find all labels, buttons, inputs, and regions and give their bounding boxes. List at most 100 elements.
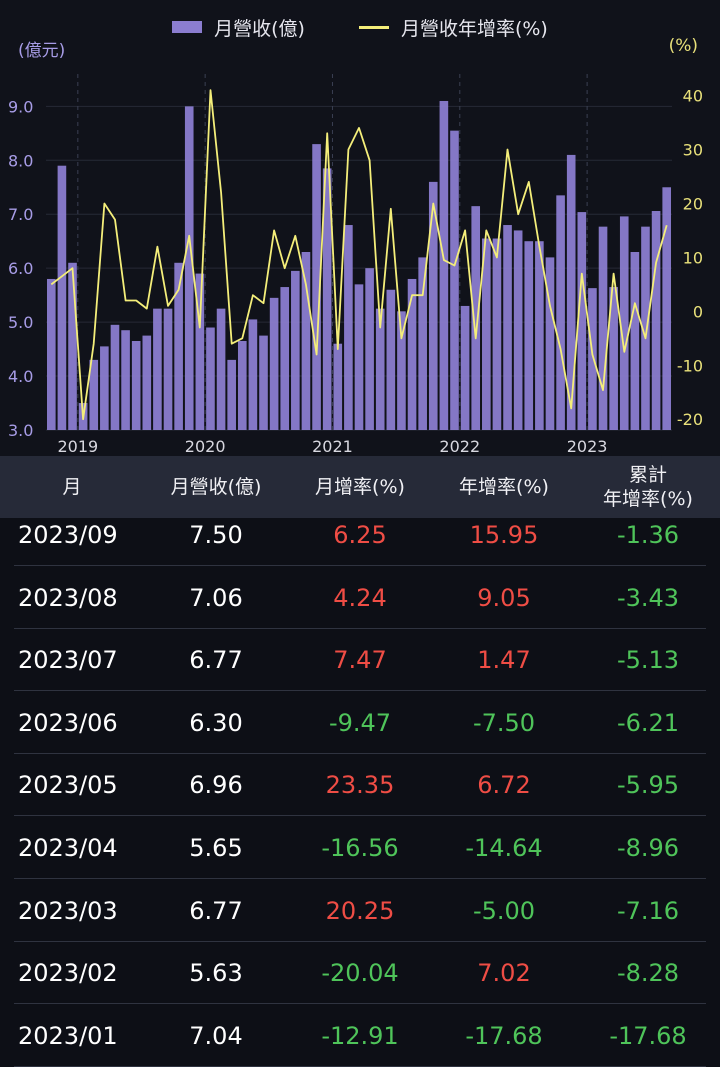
cell-month: 2023/03 [18, 896, 118, 925]
cell-mom: 6.25 [333, 521, 387, 549]
table-row[interactable]: 2023/02 5.63 -20.04 7.02 -8.28 [0, 942, 720, 1005]
x-tick-label: 2021 [312, 437, 353, 456]
cell-revenue: 6.96 [189, 771, 243, 800]
revenue-bar [609, 287, 618, 430]
cell-month: 2023/09 [18, 521, 118, 549]
y-left-tick-label: 9.0 [8, 97, 33, 116]
y-right-tick-label: 10 [683, 248, 703, 267]
row-divider [14, 752, 706, 754]
cell-revenue: 7.06 [189, 583, 243, 612]
table-row[interactable]: 2023/01 7.04 -12.91 -17.68 -17.68 [0, 1005, 720, 1067]
header-mom[interactable]: 月增率(%) [315, 476, 405, 498]
revenue-bar [662, 187, 671, 430]
x-tick-label: 2020 [185, 437, 226, 456]
cell-cumulative: -5.13 [616, 646, 680, 675]
revenue-bar [174, 262, 183, 430]
header-yoy[interactable]: 年增率(%) [459, 476, 549, 498]
legend-revenue[interactable]: 月營收(億) [172, 14, 305, 41]
revenue-bar [269, 297, 279, 430]
revenue-bar [619, 216, 629, 430]
row-divider [14, 1003, 706, 1005]
revenue-bar [237, 341, 247, 430]
revenue-bar [131, 341, 141, 430]
table-row[interactable]: 2023/05 6.96 23.35 6.72 -5.95 [0, 754, 720, 817]
legend-growth[interactable]: 月營收年增率(%) [358, 14, 548, 41]
cell-cumulative: -8.96 [616, 834, 680, 862]
revenue-bar [184, 106, 194, 430]
revenue-bar [407, 278, 417, 430]
header-cumulative[interactable]: 累計 年增率(%) [576, 463, 720, 511]
table-row[interactable]: 2023/09 7.50 6.25 15.95 -1.36 [0, 504, 720, 566]
y-right-tick-label: 20 [683, 194, 703, 213]
header-cumulative-line2: 年增率(%) [603, 488, 693, 510]
row-divider [14, 690, 706, 692]
revenue-bar [598, 226, 608, 430]
left-axis-unit: (億元) [18, 41, 66, 61]
revenue-bar [227, 359, 236, 430]
revenue-bar [588, 288, 597, 430]
chart-legend: 月營收(億) 月營收年增率(%) [0, 14, 720, 40]
cell-yoy: 6.72 [477, 771, 531, 800]
revenue-bar [57, 165, 67, 431]
cell-yoy: -7.50 [472, 708, 536, 737]
y-left-tick-label: 3.0 [8, 421, 33, 440]
cell-mom: -12.91 [321, 1021, 399, 1050]
cell-revenue: 6.30 [189, 708, 243, 737]
cell-yoy: 9.05 [477, 583, 531, 612]
cell-yoy: 7.02 [477, 959, 531, 988]
cell-cumulative: -1.36 [616, 521, 680, 549]
revenue-bar [291, 270, 300, 430]
x-tick-label: 2019 [57, 437, 98, 456]
y-left-tick-label: 8.0 [8, 151, 33, 170]
revenue-bar [641, 226, 650, 430]
revenue-bar [439, 100, 449, 430]
revenue-bar [566, 154, 576, 430]
revenue-bar [428, 181, 438, 430]
cell-month: 2023/08 [18, 583, 118, 612]
revenue-bar [482, 238, 491, 430]
revenue-bar [450, 130, 459, 431]
legend-growth-label: 月營收年增率(%) [400, 17, 548, 40]
y-left-tick-label: 7.0 [8, 205, 33, 224]
revenue-bar [386, 289, 396, 430]
cell-cumulative: -5.95 [616, 771, 680, 800]
revenue-bar [365, 268, 374, 430]
revenue-bar [418, 257, 427, 430]
revenue-chart: 3.0 4.0 5.0 6.0 7.0 8.0 9.0 -20 -10 0 10 20 30 40 2019… [0, 0, 720, 456]
cell-revenue: 6.77 [189, 896, 243, 925]
table-row[interactable]: 2023/07 6.77 7.47 1.47 -5.13 [0, 629, 720, 692]
table-row[interactable]: 2023/04 5.65 -16.56 -14.64 -8.96 [0, 817, 720, 879]
revenue-bar [110, 324, 120, 430]
revenue-bar [301, 252, 311, 430]
revenue-bar [259, 335, 268, 430]
header-cumulative-line1: 累計 [628, 464, 667, 486]
cell-yoy: -17.68 [465, 1021, 543, 1050]
cell-month: 2023/06 [18, 708, 118, 737]
table-row[interactable]: 2023/06 6.30 -9.47 -7.50 -6.21 [0, 692, 720, 754]
header-month[interactable]: 月 [62, 476, 82, 498]
header-revenue[interactable]: 月營收(億) [170, 476, 262, 498]
cell-revenue: 5.63 [189, 959, 243, 988]
table-row[interactable]: 2023/08 7.06 4.24 9.05 -3.43 [0, 567, 720, 629]
revenue-bar [47, 278, 56, 430]
y-left-tick-label: 5.0 [8, 313, 33, 332]
cell-mom: 23.35 [325, 771, 395, 800]
revenue-bar [651, 211, 661, 430]
table-header: 月 月營收(億) 月增率(%) 年增率(%) 累計 年增率(%) [0, 456, 720, 518]
cell-month: 2023/01 [18, 1021, 118, 1050]
table-row[interactable]: 2023/03 6.77 20.25 -5.00 -7.16 [0, 880, 720, 942]
cell-month: 2023/02 [18, 959, 118, 988]
row-divider [14, 815, 706, 817]
revenue-bar [397, 311, 406, 430]
revenue-bar [121, 330, 130, 430]
cell-mom: -20.04 [321, 959, 399, 988]
cell-mom: 4.24 [333, 583, 387, 612]
cell-mom: 7.47 [333, 646, 387, 675]
y-right-tick-label: 30 [683, 141, 703, 160]
right-axis-unit: (%) [668, 36, 698, 56]
revenue-bar [556, 195, 565, 430]
revenue-bar [524, 241, 534, 430]
y-left-tick-label: 6.0 [8, 259, 33, 278]
legend-line-swatch [358, 25, 389, 29]
row-divider [14, 565, 706, 566]
